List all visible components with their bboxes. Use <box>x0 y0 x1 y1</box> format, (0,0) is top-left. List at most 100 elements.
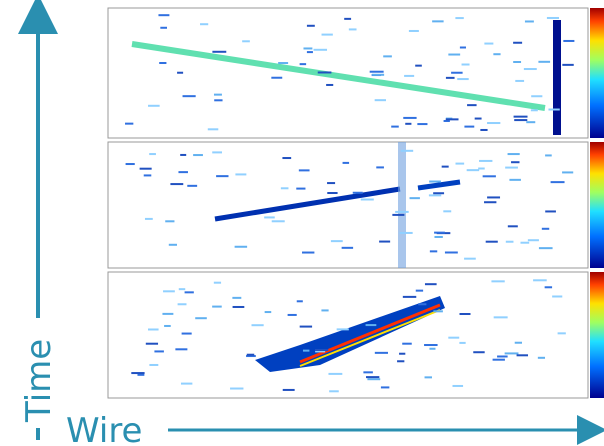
noise-hit <box>306 51 313 54</box>
noise-hit <box>424 283 437 286</box>
noise-hit <box>526 121 536 124</box>
noise-hit <box>562 171 574 174</box>
noise-hit <box>533 279 547 282</box>
noise-hit <box>282 388 295 391</box>
noise-hit <box>482 175 496 178</box>
noise-hit <box>448 53 461 56</box>
noise-hit <box>552 295 563 298</box>
noise-hit <box>299 325 313 328</box>
noise-hit <box>232 296 242 299</box>
noise-hit <box>433 310 443 313</box>
noise-hit <box>479 159 493 162</box>
noise-hit <box>195 317 207 320</box>
noise-hit <box>497 355 508 358</box>
noise-hit <box>417 123 428 126</box>
noise-hit <box>563 39 575 42</box>
noise-hit <box>455 162 465 165</box>
noise-hit <box>491 280 505 283</box>
noise-hit <box>125 122 134 125</box>
noise-hit <box>178 171 188 174</box>
noise-hit <box>448 336 460 339</box>
noise-hit <box>424 344 438 347</box>
noise-hit <box>376 166 384 169</box>
noise-hit <box>213 93 222 96</box>
noise-hit <box>562 63 574 66</box>
noise-hit <box>278 62 289 65</box>
noise-hit <box>149 363 159 366</box>
noise-hit <box>145 342 159 345</box>
noise-hit <box>162 312 174 315</box>
noise-hit <box>235 173 247 176</box>
noise-hit <box>230 387 244 390</box>
noise-hit <box>264 216 275 219</box>
noise-hit <box>531 95 543 98</box>
noise-hit <box>303 47 313 50</box>
track <box>255 296 445 372</box>
noise-hit <box>328 372 343 375</box>
noise-hit <box>148 104 160 107</box>
noise-hit <box>154 350 164 353</box>
noise-hit <box>400 149 414 152</box>
noise-hit <box>302 251 315 254</box>
noise-hit <box>484 201 497 204</box>
noise-hit <box>216 175 229 178</box>
noise-hit <box>182 95 196 98</box>
noise-hit <box>544 286 553 289</box>
noise-hit <box>329 390 339 393</box>
noise-hit <box>160 26 167 29</box>
noise-hit <box>177 71 184 74</box>
noise-hit <box>509 178 521 181</box>
noise-hit <box>459 313 471 316</box>
noise-hit <box>537 356 546 359</box>
track <box>299 309 441 367</box>
noise-hit <box>409 197 420 200</box>
noise-hit <box>213 281 222 284</box>
noise-hit <box>434 235 443 238</box>
colorbar <box>590 272 604 398</box>
noise-hit <box>545 154 552 157</box>
track <box>214 186 401 222</box>
noise-hit <box>342 161 350 164</box>
noise-hit <box>520 241 530 244</box>
noise-hit <box>511 161 520 164</box>
noise-hit <box>246 355 256 358</box>
noise-hit <box>429 347 436 350</box>
noise-hit <box>271 76 283 79</box>
noise-hit <box>131 372 145 375</box>
noise-hit <box>504 352 519 355</box>
noise-hit <box>180 153 187 156</box>
noise-hit <box>515 79 525 82</box>
noise-hit <box>434 231 445 234</box>
noise-hit <box>200 23 209 26</box>
noise-hit <box>330 240 343 243</box>
noise-hit <box>336 328 349 331</box>
noise-hit <box>507 153 520 156</box>
noise-hit <box>341 246 354 249</box>
noise-hit <box>326 83 334 86</box>
noise-hit <box>451 71 463 74</box>
noise-hit <box>193 154 203 157</box>
noise-hit <box>461 63 470 66</box>
noise-hit <box>214 99 223 102</box>
noise-hit <box>443 210 452 213</box>
noise-hit <box>181 332 192 335</box>
noise-hit <box>315 350 326 353</box>
noise-hit <box>184 291 194 294</box>
noise-hit <box>360 198 374 201</box>
noise-hit <box>313 48 328 51</box>
noise-hit <box>402 295 417 298</box>
noise-hit <box>505 240 514 243</box>
noise-hit <box>541 227 550 230</box>
noise-hit <box>187 184 198 187</box>
noise-hit <box>545 210 556 213</box>
noise-hit <box>280 187 289 190</box>
noise-hit <box>402 342 412 345</box>
noise-hit <box>246 353 255 356</box>
noise-hit <box>538 247 553 250</box>
noise-hit <box>429 250 438 253</box>
noise-hit <box>372 73 385 76</box>
noise-hit <box>234 245 248 248</box>
noise-hit <box>344 17 352 20</box>
noise-hit <box>298 169 310 172</box>
noise-hit <box>348 28 357 31</box>
